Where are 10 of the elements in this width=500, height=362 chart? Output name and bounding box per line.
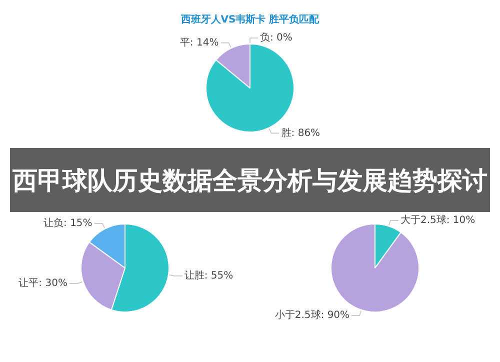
slice-label: 胜: 86% (281, 126, 320, 139)
slice-label: 让平: 30% (18, 277, 68, 290)
chart-title: 西班牙人VS韦斯卡 胜平负匹配 (180, 14, 320, 26)
slice-label: 大于2.5球: 10% (400, 214, 476, 226)
legend-label: 负: 0% (260, 32, 292, 44)
slice-label: 让胜: 55% (184, 269, 234, 282)
slice-label: 平: 14% (180, 37, 219, 48)
text: 西甲球队历史数据全景分析与发展趋势探讨 (10, 148, 490, 212)
slice-label: 让负: 15% (44, 217, 92, 230)
slice-label: 小于2.5球: 90% (274, 309, 350, 322)
